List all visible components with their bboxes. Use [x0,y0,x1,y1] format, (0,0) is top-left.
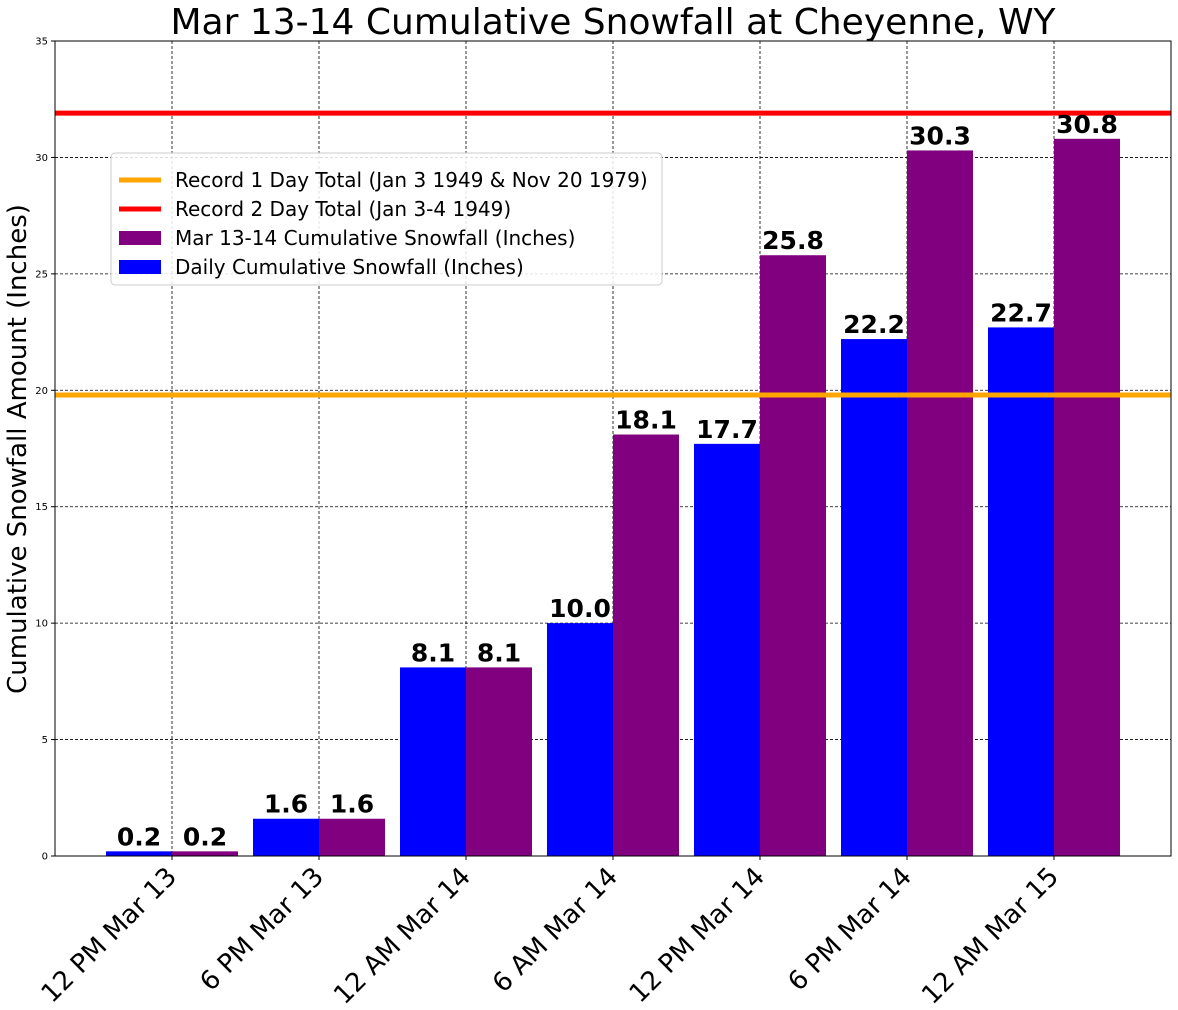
reference-lines [55,110,1171,398]
x-tick-label: 12 AM Mar 15 [916,862,1065,1010]
bar-value-label: 25.8 [762,226,824,255]
x-tick-label: 12 PM Mar 13 [36,862,183,1009]
y-tick-label: 15 [35,502,48,513]
bar-value-label: 0.2 [117,822,161,851]
bar [907,150,973,856]
bar [613,434,679,856]
bar [400,667,466,856]
bar [694,443,760,856]
bar-value-label: 8.1 [411,638,455,667]
bar [466,667,532,856]
legend: Record 1 Day Total (Jan 3 1949 & Nov 20 … [110,152,663,286]
bar [988,327,1054,856]
x-tick-label: 6 PM Mar 14 [782,862,917,997]
y-tick-label: 30 [35,153,48,164]
bar [106,851,172,856]
bar [1054,138,1120,857]
bar-value-label: 30.3 [909,121,971,150]
bar [253,818,319,856]
y-tick-label: 25 [35,269,48,280]
y-axis-ticks: 0 5 10 15 20 25 30 35 [35,37,55,863]
bar-value-label: 22.2 [843,310,905,339]
legend-bar-swatch [119,260,161,274]
bar [319,818,385,856]
bar-value-label: 8.1 [477,638,521,667]
bar-value-label: 30.8 [1056,110,1118,139]
y-axis-label: Cumulative Snowfall Amount (Inches) [3,204,33,694]
legend-entry-label: Record 2 Day Total (Jan 3-4 1949) [175,197,511,221]
chart-title: Mar 13-14 Cumulative Snowfall at Cheyenn… [170,2,1056,43]
bar-value-label: 0.2 [183,822,227,851]
y-tick-label: 10 [35,619,48,630]
bar [841,339,907,856]
bar-value-label: 18.1 [615,406,677,435]
y-tick-label: 5 [42,735,48,746]
bar-value-label: 22.7 [990,298,1052,327]
bar-value-label: 17.7 [696,415,758,444]
legend-entry-label: Mar 13-14 Cumulative Snowfall (Inches) [175,226,575,250]
bar [547,623,613,856]
y-tick-label: 35 [35,37,48,48]
x-tick-label: 6 AM Mar 14 [487,862,624,999]
bar-value-label: 1.6 [330,790,374,819]
y-tick-label: 0 [42,852,48,863]
legend-entry-label: Daily Cumulative Snowfall (Inches) [175,255,524,279]
x-tick-label: 6 PM Mar 13 [194,862,329,997]
legend-box [110,152,663,286]
x-tick-label: 12 AM Mar 14 [328,862,477,1010]
bar [760,255,826,856]
bar-value-label: 10.0 [549,594,611,623]
x-tick-label: 12 PM Mar 14 [624,862,771,1009]
legend-bar-swatch [119,231,161,245]
bars [106,138,1120,857]
bar [172,851,238,856]
legend-entry-label: Record 1 Day Total (Jan 3 1949 & Nov 20 … [175,168,648,192]
y-tick-label: 20 [35,386,48,397]
bar-value-label: 1.6 [264,790,308,819]
data-labels: 0.2 1.6 8.1 10.0 17.7 22.2 22.7 0.2 1.6 8.1 18.1 25… [117,110,1118,852]
